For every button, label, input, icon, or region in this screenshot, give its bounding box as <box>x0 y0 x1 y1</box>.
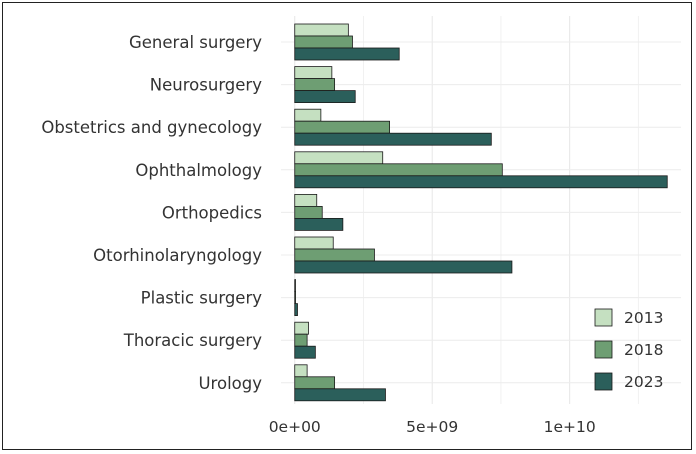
category-label: Orthopedics <box>162 203 262 222</box>
bar-2023 <box>294 175 668 189</box>
x-tick-label: 1e+10 <box>544 418 596 436</box>
category-label: Ophthalmology <box>135 161 262 180</box>
bars-layer <box>294 23 668 402</box>
bar-2013 <box>294 364 308 378</box>
bar-2013 <box>294 151 384 165</box>
legend-label-2018: 2018 <box>624 341 663 359</box>
chart-frame <box>2 2 692 450</box>
x-tick-labels: 0e+00 5e+09 1e+10 <box>269 418 596 436</box>
bar-2018 <box>294 163 503 177</box>
category-label: Urology <box>198 374 262 393</box>
bar-2018 <box>294 248 375 262</box>
category-label: Plastic surgery <box>141 289 263 308</box>
bar-2018 <box>294 205 323 219</box>
legend-label-2013: 2013 <box>624 309 663 327</box>
bar-2013 <box>294 279 296 293</box>
bar-2023 <box>294 132 492 146</box>
legend: 2013 2018 2023 <box>594 308 663 391</box>
bar-2013 <box>294 108 322 122</box>
category-label: Otorhinolaryngology <box>93 246 262 265</box>
bar-2023 <box>294 388 386 402</box>
category-label: Thoracic surgery <box>123 331 262 350</box>
bar-2023 <box>294 90 356 103</box>
bar-2018 <box>294 376 336 390</box>
category-label: General surgery <box>129 33 262 52</box>
bar-2013 <box>294 193 318 207</box>
bar-2013 <box>294 66 333 79</box>
legend-swatch-2023 <box>594 372 613 391</box>
category-labels: General surgery Neurosurgery Obstetrics an… <box>41 33 262 393</box>
legend-swatch-2018 <box>594 340 613 359</box>
legend-swatch-2013 <box>594 308 613 327</box>
bar-2023 <box>294 345 316 359</box>
bar-2013 <box>294 321 309 335</box>
bar-2013 <box>294 23 349 37</box>
legend-label-2023: 2023 <box>624 373 663 391</box>
x-tick-label: 0e+00 <box>269 418 321 436</box>
bar-2023 <box>294 260 513 274</box>
x-tick-label: 5e+09 <box>406 418 458 436</box>
bar-2018 <box>294 291 296 305</box>
bar-2023 <box>294 303 298 317</box>
bar-2018 <box>294 35 353 49</box>
bar-2018 <box>294 78 336 91</box>
bar-2023 <box>294 47 400 61</box>
bar-2013 <box>294 236 334 250</box>
category-label: Neurosurgery <box>150 76 262 95</box>
bar-2023 <box>294 217 344 231</box>
bar-2018 <box>294 120 390 134</box>
bar-2018 <box>294 333 308 347</box>
category-label: Obstetrics and gynecology <box>41 118 262 137</box>
grid-layer <box>281 16 681 404</box>
